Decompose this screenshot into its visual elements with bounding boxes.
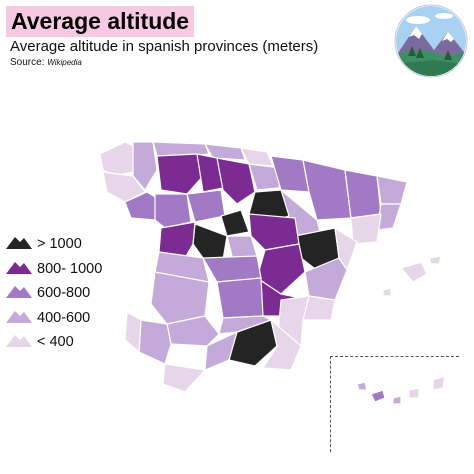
source-line: Source: Wikipedia: [10, 57, 82, 69]
source-label: Source:: [10, 57, 45, 68]
legend-label: < 400: [37, 334, 74, 351]
legend-swatch-shape: [6, 310, 32, 323]
province-valencia: [304, 257, 348, 301]
province-canary-3: [392, 395, 402, 405]
province-tarragona: [350, 213, 382, 245]
legend: > 1000 800- 1000 600-800 400-600 < 400: [6, 232, 102, 355]
province-canary-2: [370, 389, 386, 403]
legend-swatch-shape: [6, 335, 32, 348]
province-jaen: [218, 315, 272, 335]
legend-item: > 1000: [6, 232, 102, 257]
legend-swatch-shape: [6, 237, 32, 250]
province-zamora: [154, 193, 192, 229]
province-cantabria: [204, 143, 246, 161]
page-title: Average altitude: [6, 6, 195, 37]
province-galicia-coast: [99, 141, 138, 177]
legend-item: 800- 1000: [6, 257, 102, 282]
province-huelva: [124, 311, 142, 353]
province-galicia-inland: [132, 141, 158, 191]
legend-swatch: [6, 286, 32, 299]
title-block: Average altitude: [6, 6, 195, 37]
province-huesca: [302, 159, 352, 221]
province-toledo: [202, 255, 262, 283]
province-leon: [156, 153, 204, 195]
province-lleida: [344, 169, 382, 219]
source-name: Wikipedia: [47, 58, 82, 67]
province-basque-coast: [240, 147, 274, 167]
legend-label: 800- 1000: [37, 260, 103, 277]
province-balearic-ibiza: [382, 287, 392, 297]
province-salamanca: [158, 221, 196, 259]
province-cadiz: [162, 363, 206, 393]
province-ciudad-real: [216, 277, 264, 319]
legend-swatch-shape: [6, 261, 32, 274]
legend-label: 400-600: [37, 309, 91, 326]
subtitle: Average altitude in spanish provinces (m…: [10, 38, 319, 55]
legend-label: 600-800: [37, 285, 91, 302]
legend-swatch: [6, 335, 32, 348]
province-segovia: [220, 209, 250, 237]
province-almeria: [262, 319, 302, 371]
province-guadalajara: [248, 213, 300, 251]
province-la-rioja: [248, 163, 282, 191]
legend-item: 600-800: [6, 281, 102, 306]
legend-swatch: [6, 261, 32, 274]
province-malaga: [204, 331, 238, 371]
mountain-landscape-icon: [394, 4, 468, 78]
legend-swatch: [6, 237, 32, 250]
province-badajoz: [150, 271, 210, 325]
province-valladolid: [186, 189, 226, 223]
canary-islands-inset-border: [330, 356, 459, 452]
province-avila: [192, 223, 228, 261]
province-canary-5: [432, 375, 446, 391]
spain-provinces-map: [99, 141, 446, 405]
province-burgos: [216, 157, 256, 205]
legend-item: < 400: [6, 330, 102, 355]
province-canary-4: [408, 387, 420, 399]
province-canary-1: [356, 381, 368, 391]
province-balearic-mallorca: [400, 261, 428, 283]
province-girona: [376, 175, 408, 205]
legend-item: 400-600: [6, 306, 102, 331]
legend-swatch: [6, 310, 32, 323]
legend-swatch-shape: [6, 286, 32, 299]
legend-label: > 1000: [37, 236, 82, 253]
province-balearic-menorca: [428, 255, 442, 265]
province-sevilla: [138, 319, 172, 365]
